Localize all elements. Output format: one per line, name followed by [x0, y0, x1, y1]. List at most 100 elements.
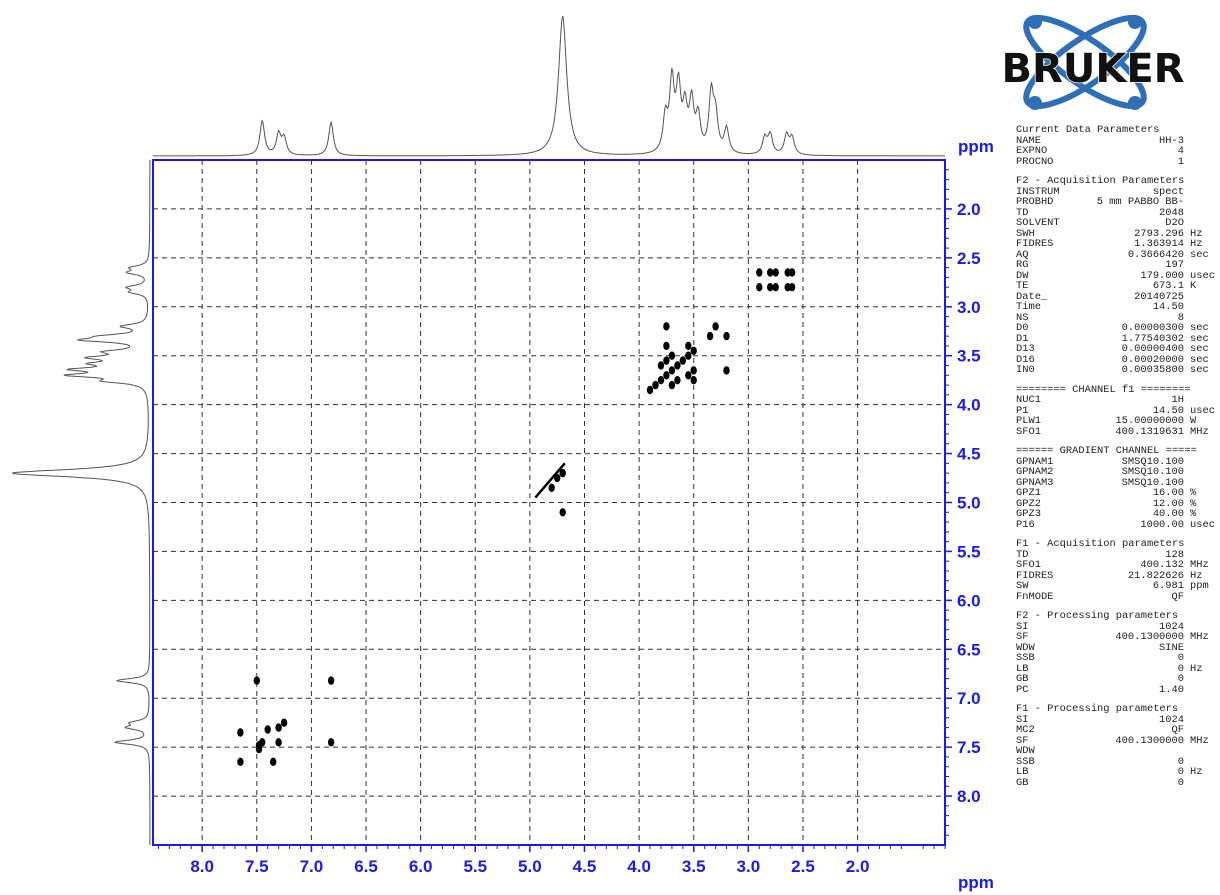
param-unit	[1190, 292, 1216, 303]
cross-peak	[767, 268, 774, 277]
x-tick-label: 6.5	[354, 857, 378, 876]
param-key: WDW	[1016, 745, 1035, 757]
param-row: SW 6.981 ppm	[1016, 581, 1216, 592]
y-tick-label: 4.0	[957, 396, 981, 415]
param-unit: %	[1190, 487, 1197, 499]
param-key: D0	[1016, 322, 1029, 334]
cross-peak	[723, 331, 730, 341]
cross-peak	[674, 361, 681, 370]
param-unit: usec	[1190, 269, 1215, 282]
cross-peak	[674, 376, 681, 385]
param-key: FIDRES	[1016, 569, 1054, 582]
x-tick-label: 2.0	[846, 857, 870, 876]
param-section-header: ====== GRADIENT CHANNEL =====	[1016, 445, 1197, 457]
cross-peak	[657, 376, 665, 385]
param-row: GPNAM1 SMSQ10.100	[1016, 456, 1216, 468]
param-key: GPZ3	[1016, 508, 1041, 520]
param-unit	[1190, 725, 1216, 736]
param-value: 6.981	[1152, 580, 1184, 592]
param-value: QF	[1171, 590, 1184, 603]
param-row: TD 2048	[1016, 206, 1216, 219]
cross-peak	[668, 380, 676, 390]
param-unit	[1190, 260, 1216, 271]
param-key: NAME	[1016, 134, 1041, 147]
param-key: SSB	[1016, 652, 1035, 664]
param-row: TD 128	[1016, 548, 1216, 561]
param-row: WDW SINE	[1016, 642, 1216, 654]
param-unit	[1190, 457, 1216, 468]
param-value: 0.00000300	[1121, 322, 1184, 334]
param-key: PROCNO	[1016, 155, 1054, 168]
x-tick-label: 8.0	[190, 857, 214, 876]
cross-peak	[255, 744, 263, 754]
param-key: GPZ1	[1016, 487, 1041, 499]
param-row: GPNAM2 SMSQ10.100	[1016, 467, 1216, 478]
param-unit: Hz	[1190, 569, 1203, 582]
y-axis-ticks: 2.0 2.5 3.0 3.5 4.0 4.5 5.0 5.5 6.0 6.5 7.0 7.5 8.0	[945, 169, 981, 836]
param-value: SMSQ10.100	[1121, 476, 1184, 489]
param-row: FnMODE QF	[1016, 590, 1216, 603]
param-value: 0.00020000	[1121, 353, 1184, 366]
param-value: D2O	[1165, 217, 1184, 229]
y-tick-label: 7.0	[957, 689, 981, 708]
param-value: 1.40	[1159, 683, 1184, 696]
param-unit	[1190, 218, 1216, 229]
param-key: TD	[1016, 548, 1029, 561]
cross-peaks	[237, 268, 796, 766]
param-row: SSB 0	[1016, 756, 1216, 768]
param-unit: usec	[1190, 404, 1215, 417]
y-tick-label: 5.5	[957, 542, 981, 561]
param-unit	[1190, 395, 1216, 406]
param-unit: Hz	[1190, 227, 1203, 240]
top-projection-spectrum	[153, 15, 945, 157]
param-value: 400.1300000	[1115, 734, 1184, 747]
cross-peak	[668, 366, 676, 375]
param-key: EXPNO	[1016, 145, 1048, 157]
param-row: LB 0 Hz	[1016, 767, 1216, 778]
param-unit	[1190, 187, 1216, 198]
param-value: 0	[1177, 652, 1184, 664]
param-unit: sec	[1190, 248, 1209, 261]
param-key: SFO1	[1016, 559, 1041, 571]
param-row: SWH 2793.296 Hz	[1016, 227, 1216, 240]
cross-peak	[772, 268, 779, 277]
param-row: NUC1 1H	[1016, 395, 1216, 406]
param-row: RG 197	[1016, 260, 1216, 271]
param-key: NS	[1016, 311, 1029, 324]
cross-peak	[663, 341, 670, 351]
param-unit: %	[1190, 508, 1197, 520]
x-tick-label: 5.5	[463, 857, 487, 876]
param-row: SSB 0	[1016, 653, 1216, 664]
param-value: 128	[1165, 548, 1184, 561]
cross-peak	[663, 356, 670, 365]
param-row: TE 673.1 K	[1016, 281, 1216, 292]
param-value: 1000.00	[1140, 518, 1184, 531]
param-row: PROBHD 5 mm PABBO BB-	[1016, 197, 1216, 208]
y-tick-label: 3.5	[957, 347, 981, 366]
param-unit	[1190, 674, 1216, 685]
cross-peak	[784, 268, 791, 277]
param-key: LB	[1016, 766, 1029, 778]
param-key: D1	[1016, 332, 1029, 345]
cross-peak	[788, 283, 796, 292]
param-key: TD	[1016, 206, 1029, 219]
param-key: Time	[1016, 301, 1041, 313]
x-tick-label: 2.5	[791, 857, 815, 876]
param-key: PROBHD	[1016, 196, 1054, 208]
cross-peak	[280, 718, 288, 727]
param-value: 1.363914	[1134, 238, 1184, 250]
param-row: Date_ 20140725	[1016, 290, 1216, 303]
param-row: D16 0.00020000 sec	[1016, 353, 1216, 366]
param-value: 20140725	[1134, 290, 1184, 303]
param-section-header: Current Data Parameters	[1016, 124, 1160, 136]
cross-peak	[237, 728, 244, 737]
param-section-header: F2 - Acquisition Parameters	[1016, 175, 1185, 187]
param-unit	[1190, 653, 1216, 664]
param-row: NS 8	[1016, 311, 1216, 324]
x-tick-label: 3.5	[682, 857, 706, 876]
param-row: GPZ3 40.00%	[1016, 509, 1216, 520]
param-value: 400.1300000	[1115, 631, 1184, 643]
param-unit	[1190, 197, 1216, 208]
param-row: NAME HH-3	[1016, 134, 1216, 147]
param-key: RG	[1016, 259, 1029, 271]
